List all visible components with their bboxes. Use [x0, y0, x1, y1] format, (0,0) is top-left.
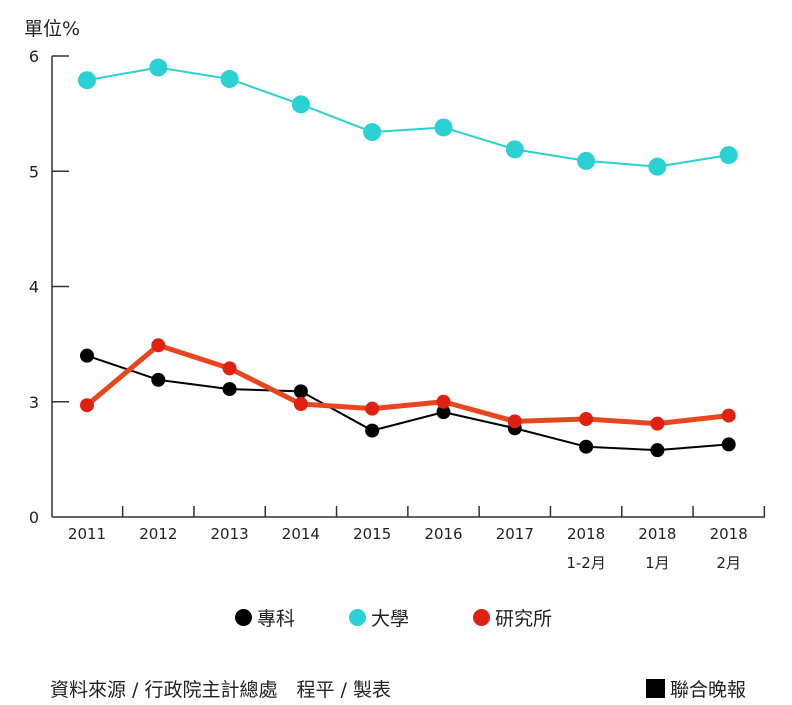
data-point-1: [293, 384, 308, 399]
source-credit: 資料來源 / 行政院主計總處 程平 / 製表: [50, 679, 391, 701]
data-point-3: [650, 416, 665, 431]
x-tick-label: 2012: [139, 525, 177, 543]
data-point-1: [222, 382, 237, 397]
data-point-2: [505, 140, 524, 159]
data-point-1: [151, 372, 166, 387]
x-tick-label: 2017: [496, 525, 534, 543]
series-line-3: [85, 342, 729, 427]
legend-swatch: [235, 609, 252, 626]
x-tick-label: 2018: [638, 525, 676, 543]
data-point-3: [365, 401, 380, 416]
data-point-1: [650, 443, 665, 458]
legend-item-zhuanke: 專科: [235, 604, 295, 631]
data-point-2: [149, 58, 168, 77]
y-axis-unit-label: 單位%: [24, 18, 81, 40]
data-point-3: [507, 414, 522, 429]
x-tick-label: 2011: [68, 525, 106, 543]
data-point-3: [579, 412, 594, 427]
brand-logo: 聯合晚報: [646, 675, 746, 702]
legend-swatch: [349, 609, 366, 626]
legend-label: 專科: [257, 608, 296, 630]
x-tick-label: 2014: [282, 525, 320, 543]
x-tick-sublabel: 1-2月: [566, 554, 606, 572]
x-tick-label: 2018: [710, 525, 748, 543]
x-tick-sublabel: 2月: [716, 554, 741, 572]
line-chart: 0 3 4 5 6 2011 2012 2013 2014 2015 2016 2017 2018 1-2…: [29, 47, 766, 572]
x-tick-label: 2013: [211, 525, 249, 543]
data-point-3: [721, 408, 736, 423]
x-tick-label: 2015: [353, 525, 391, 543]
legend: 專科 大學 研究所: [0, 604, 792, 634]
y-tick-label: 3: [29, 393, 39, 412]
y-tick-label: 6: [29, 47, 39, 66]
data-point-3: [436, 394, 451, 409]
data-point-1: [436, 405, 451, 420]
brand-square-icon: [646, 679, 665, 698]
x-tick-label: 2016: [424, 525, 462, 543]
brand-name: 聯合晚報: [670, 679, 747, 701]
legend-label: 研究所: [495, 608, 553, 630]
y-tick-label: 4: [29, 278, 39, 297]
x-tick-label: 2018: [567, 525, 605, 543]
x-tick-sublabel: 1月: [645, 554, 670, 572]
series-line-1: [86, 354, 729, 452]
data-point-2: [577, 151, 596, 170]
data-point-1: [579, 439, 594, 454]
data-point-1: [365, 423, 380, 438]
data-point-1: [80, 348, 94, 363]
legend-item-yanjiusuo: 研究所: [473, 604, 552, 631]
data-point-2: [78, 71, 96, 90]
legend-swatch: [473, 609, 490, 626]
data-point-2: [648, 157, 667, 176]
data-point-2: [291, 95, 310, 114]
data-point-2: [719, 146, 738, 165]
data-point-1: [721, 437, 736, 452]
y-tick-label: 0: [29, 508, 39, 527]
series-line-2: [86, 66, 729, 168]
data-point-2: [220, 70, 239, 89]
data-point-3: [80, 398, 94, 413]
legend-label: 大學: [371, 608, 410, 630]
legend-item-daxue: 大學: [349, 604, 409, 631]
data-point-3: [222, 361, 237, 376]
data-point-2: [434, 118, 453, 137]
data-point-3: [151, 338, 166, 353]
data-point-2: [363, 123, 382, 142]
y-tick-label: 5: [29, 162, 39, 181]
data-point-3: [293, 397, 308, 412]
